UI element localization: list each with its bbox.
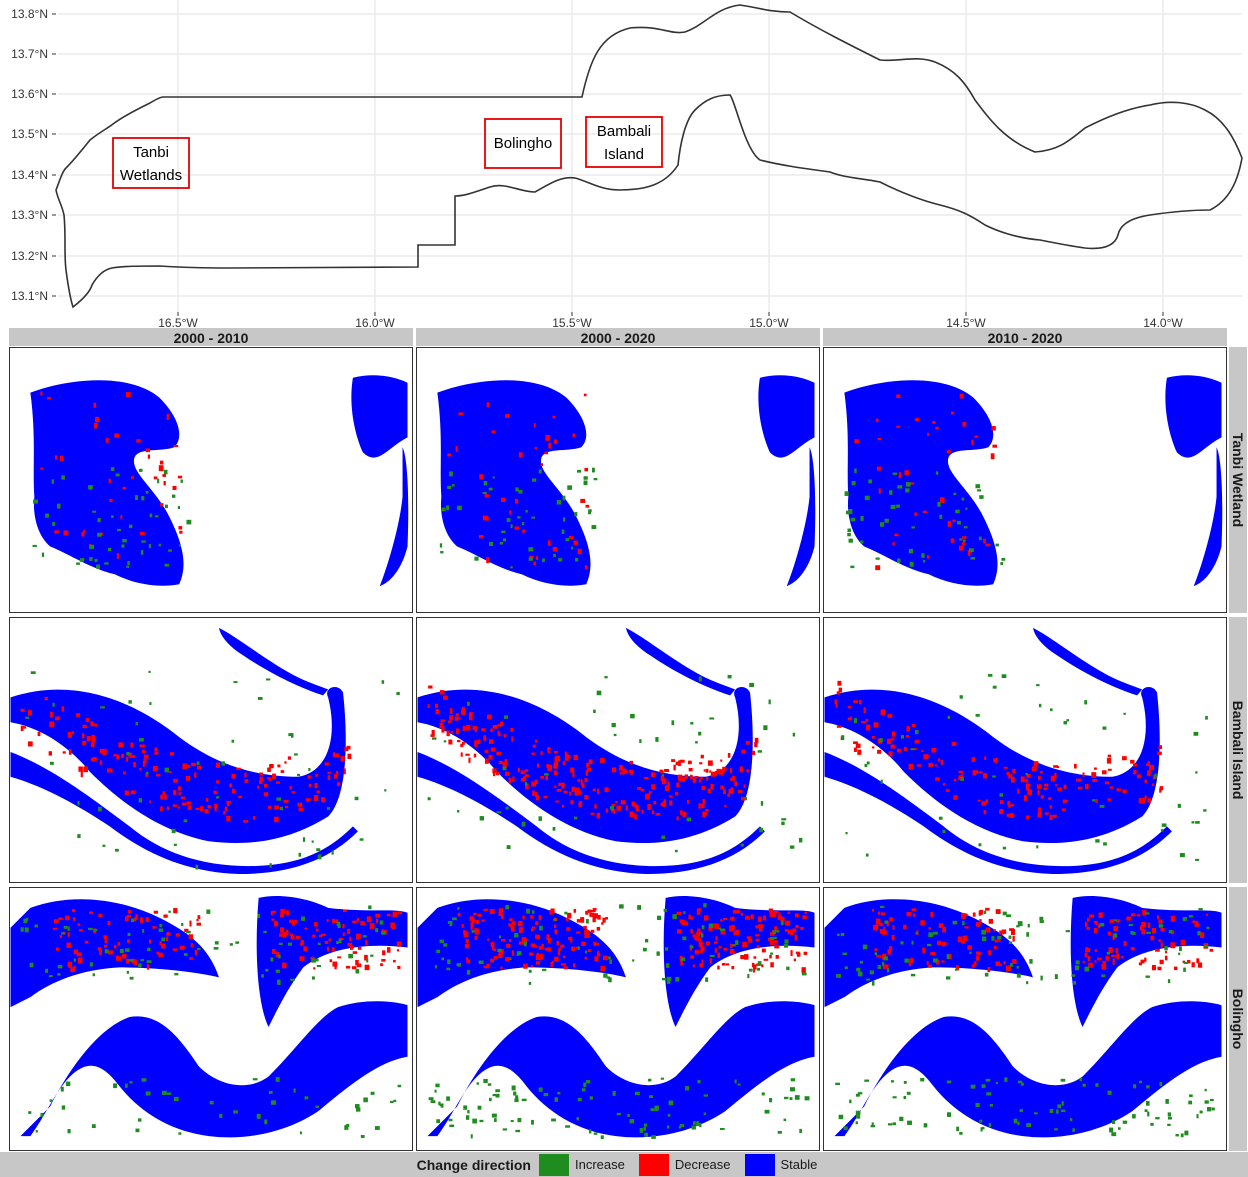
y-tick-label: 13.8°N (11, 7, 48, 21)
legend-key-increase (538, 1153, 569, 1176)
overview-map: 13.8°N 13.7°N 13.6°N 13.5°N 13.4°N 13.3°… (11, 0, 1243, 330)
change-speckles (844, 393, 1006, 571)
site-box (484, 118, 562, 169)
row-strip-bolingho: Bolingho (1229, 887, 1247, 1151)
stable-area (1193, 447, 1223, 587)
stable-area (1070, 895, 1222, 1027)
y-tick-label: 13.5°N (11, 127, 48, 141)
change-speckles (20, 670, 400, 870)
row-strip-bambali: Bambali Island (1229, 617, 1247, 883)
panel-bolingho-col-1 (9, 887, 413, 1151)
legend-label-increase: Increase (574, 1157, 625, 1172)
change-raster (417, 627, 803, 875)
panel-bambali-col-3 (823, 617, 1227, 883)
change-speckles (20, 905, 403, 1138)
y-tick-label: 13.6°N (11, 87, 48, 101)
x-axis-labels: 16.5°W 16.0°W 15.5°W 15.0°W 14.5°W 14.0°… (158, 316, 1183, 330)
legend-key-decrease (638, 1153, 669, 1176)
panel-bolingho-col-3 (823, 887, 1227, 1151)
panel-bolingho-col-2 (416, 887, 820, 1151)
stable-area (10, 687, 346, 844)
change-speckles (427, 674, 803, 853)
legend: Change direction Increase Decrease Stabl… (0, 1152, 1248, 1177)
stable-area (427, 1001, 815, 1138)
stable-area (417, 899, 626, 1008)
change-raster (824, 627, 1208, 875)
y-axis-labels: 13.8°N 13.7°N 13.6°N 13.5°N 13.4°N 13.3°… (11, 7, 48, 303)
site-label-line2: Wetlands (120, 167, 182, 184)
change-raster (10, 895, 408, 1138)
legend-key-stable (744, 1153, 775, 1176)
site-box (112, 137, 190, 189)
panel-bambali-col-1 (9, 617, 413, 883)
stable-area (625, 627, 736, 696)
stable-area (379, 447, 409, 587)
column-strip-2000-2010: 2000 - 2010 (9, 328, 413, 346)
change-raster (30, 375, 409, 587)
stable-area (1165, 375, 1222, 458)
x-tick-label: 14.5°W (946, 316, 986, 330)
site-label-line1: Bambali (597, 123, 651, 140)
x-ticks (177, 312, 1164, 316)
row-strip-label: Bambali Island (1230, 700, 1246, 800)
y-tick-label: 13.2°N (11, 249, 48, 263)
stable-area (834, 1001, 1222, 1138)
panel-tanbi-col-2 (416, 347, 820, 613)
site-label-line1: Tanbi (133, 144, 169, 161)
country-outline (55, 4, 1243, 309)
column-strip-2000-2020: 2000 - 2020 (416, 328, 820, 346)
legend-title: Change direction (416, 1156, 531, 1173)
change-raster (417, 895, 815, 1140)
stable-area (218, 627, 329, 696)
stable-area (20, 1001, 408, 1138)
y-tick-label: 13.1°N (11, 289, 48, 303)
legend-label-decrease: Decrease (674, 1157, 731, 1172)
stable-area (417, 687, 753, 844)
change-speckles (439, 393, 598, 570)
change-raster (437, 375, 816, 587)
legend-label-stable: Stable (780, 1157, 818, 1172)
change-speckles (834, 673, 1208, 861)
stable-area (437, 380, 591, 586)
site-box (585, 116, 663, 168)
y-tick-label: 13.4°N (11, 168, 48, 182)
change-speckles (428, 903, 810, 1140)
row-strip-label: Bolingho (1230, 988, 1246, 1050)
x-tick-label: 15.0°W (749, 316, 789, 330)
stable-area (844, 380, 998, 586)
map-grid (58, 0, 1242, 312)
panel-bambali-col-2 (416, 617, 820, 883)
column-strip-2010-2020: 2010 - 2020 (823, 328, 1227, 346)
stable-area (824, 687, 1160, 844)
panel-tanbi-col-3 (823, 347, 1227, 613)
x-tick-label: 16.0°W (355, 316, 395, 330)
stable-area (758, 375, 815, 458)
change-raster (844, 375, 1223, 587)
site-tanbi: Tanbi Wetlands (112, 137, 190, 189)
row-strip-label: Tanbi Wetland (1230, 432, 1246, 528)
stable-area (824, 899, 1033, 1008)
x-tick-label: 15.5°W (552, 316, 592, 330)
y-tick-label: 13.3°N (11, 208, 48, 222)
site-bambali: Bambali Island (585, 116, 663, 168)
y-ticks (52, 13, 56, 297)
panel-tanbi-col-1 (9, 347, 413, 613)
change-speckles (32, 391, 192, 569)
change-raster (824, 895, 1222, 1138)
stable-area (351, 375, 408, 458)
stable-area (30, 380, 184, 586)
site-bolingho: Bolingho (484, 118, 562, 169)
stable-area (786, 447, 816, 587)
site-label-line1: Bolingho (494, 135, 552, 152)
stable-area (1032, 627, 1143, 696)
x-tick-label: 14.0°W (1143, 316, 1183, 330)
row-strip-tanbi: Tanbi Wetland (1229, 347, 1247, 613)
y-tick-label: 13.7°N (11, 47, 48, 61)
stable-area (10, 899, 219, 1008)
x-tick-label: 16.5°W (158, 316, 198, 330)
site-label-line2: Island (604, 146, 644, 163)
change-speckles (835, 905, 1215, 1138)
change-raster (10, 627, 400, 875)
